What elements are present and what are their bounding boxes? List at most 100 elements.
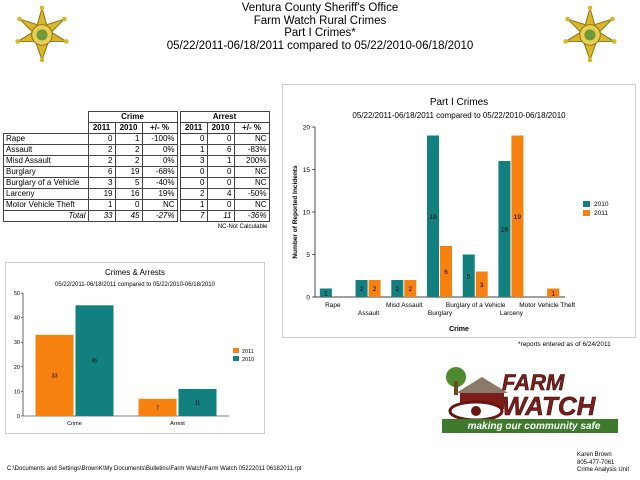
cell-a2011: 0 [179, 177, 208, 189]
table-row: Misd Assault 2 2 0% 3 1 200% [3, 155, 270, 167]
bar-value-label: 19 [514, 214, 522, 221]
bar-value-label: 6 [444, 269, 448, 276]
table-row: Rape 0 1 -100% 0 0 NC [3, 133, 270, 145]
cell-a2010: 0 [206, 199, 235, 211]
table-row: Burglary of a Vehicle 3 5 -40% 0 0 NC [3, 177, 270, 189]
bar-value-label: 7 [156, 405, 159, 411]
cell-apct: NC [233, 199, 270, 211]
table-group-header-row: Crime Arrest [4, 111, 270, 123]
bar-value-label: 11 [195, 400, 201, 406]
cell-c2011: 0 [87, 133, 116, 145]
crime-arrest-table-wrapper: Crime Arrest 2011 2010 +/- % 2011 2010 +… [3, 111, 270, 230]
header-line4: 05/22/2011-06/18/2011 compared to 05/22/… [166, 39, 474, 52]
row-label: Burglary of a Vehicle [3, 177, 89, 189]
x-category-label: Larceny [500, 310, 524, 317]
y-tick-label: 50 [14, 291, 20, 297]
farm-watch-logo: FARM WATCH making our community safe [442, 363, 618, 433]
logo-word-farm: FARM [502, 370, 565, 395]
legend-swatch-2011 [233, 348, 239, 353]
y-tick-label: 10 [303, 210, 311, 217]
sheriff-badge-left-icon [15, 6, 69, 62]
legend-label: 2011 [242, 349, 254, 355]
x-category-label: Misd Assault [386, 302, 423, 309]
y-tick-label: 5 [306, 252, 310, 259]
cell-c2011: 2 [87, 144, 116, 156]
cell-a2010: 0 [206, 177, 235, 189]
cell-apct: NC [233, 166, 270, 178]
bar-2011 [368, 280, 381, 297]
cell-a2010: 4 [206, 188, 235, 200]
x-axis-label: Crime [449, 326, 469, 333]
bar-2011 [440, 246, 452, 297]
bar-2011 [475, 271, 488, 297]
row-label: Motor Vehicle Theft [3, 199, 89, 211]
crime-arrest-table: Crime Arrest 2011 2010 +/- % 2011 2010 +… [3, 111, 270, 222]
cell-a2010: 6 [206, 144, 235, 156]
row-label: Misd Assault [3, 155, 89, 167]
logo-tagline: making our community safe [468, 421, 601, 432]
cell-a2010: 0 [206, 133, 235, 145]
bar-value-label: 2 [395, 286, 399, 293]
cell-c2010: 2 [114, 144, 143, 156]
bar-2011 [35, 334, 74, 416]
table-total-row: Total 33 45 -27% 7 11 -36% [3, 210, 270, 222]
cell-c2010: 2 [114, 155, 143, 167]
bar-value-label: 1 [551, 290, 555, 297]
legend-label: 2010 [594, 201, 609, 208]
bar-2011 [511, 135, 524, 297]
footer-path: C:\Documents and Settings\BrownK\My Docu… [7, 466, 302, 472]
y-tick-label: 0 [306, 295, 310, 302]
subheader-crime-pct: +/- % [141, 122, 178, 134]
bar-2011 [138, 398, 177, 416]
bar-2010 [75, 305, 114, 416]
sheriff-badge-right-icon [563, 6, 617, 62]
subheader-crime-2010: 2010 [114, 122, 143, 134]
x-category-label: Burglary [428, 310, 453, 317]
bar-2011 [547, 288, 560, 297]
subheader-arrest-pct: +/- % [233, 122, 270, 134]
cell-apct: -83% [233, 144, 270, 156]
y-tick-label: 20 [14, 365, 20, 371]
bar-2010 [355, 280, 368, 297]
cell-a2011: 1 [179, 199, 208, 211]
x-category-label: Burglary of a Vehicle [446, 302, 506, 309]
x-category-label: Arrest [170, 421, 185, 427]
bar-value-label: 2 [360, 286, 364, 293]
row-label: Assault [3, 144, 89, 156]
cell-c2011: 2 [87, 155, 116, 167]
cell-a2011: 0 [179, 166, 208, 178]
cell-c2010: 45 [114, 210, 143, 222]
y-tick-label: 40 [14, 316, 20, 322]
cell-c2010: 5 [114, 177, 143, 189]
footer-unit: Crime Analysis Unit [577, 467, 630, 473]
cell-cpct: -27% [141, 210, 178, 222]
cell-cpct: 0% [141, 155, 178, 167]
reports-note: *reports entered as of 6/24/2011 [518, 341, 611, 348]
bar-value-label: 5 [467, 273, 471, 280]
cell-a2010: 1 [206, 155, 235, 167]
bar-value-label: 45 [91, 359, 97, 365]
y-tick-label: 15 [303, 167, 311, 174]
bar-2010 [427, 135, 439, 297]
bar-value-label: 1 [324, 290, 328, 297]
subheader-arrest-2011: 2011 [179, 122, 208, 134]
legend-swatch-2010 [583, 201, 590, 207]
cell-cpct: -40% [141, 177, 178, 189]
legend-label: 2010 [242, 357, 254, 363]
cell-c2011: 1 [87, 199, 116, 211]
x-category-label: Crime [67, 421, 82, 427]
cell-a2010: 11 [206, 210, 235, 222]
chart-title: Crimes & Arrests [105, 268, 165, 277]
cell-c2010: 1 [114, 133, 143, 145]
bar-value-label: 2 [373, 286, 377, 293]
table-row: Assault 2 2 0% 1 6 -83% [3, 144, 270, 156]
cell-c2011: 19 [87, 188, 116, 200]
group-header-crime: Crime [87, 111, 178, 123]
x-category-label: Rape [325, 302, 341, 309]
bar-value-label: 16 [501, 227, 509, 234]
x-category-label: Motor Vehicle Theft [519, 302, 575, 309]
cell-a2011: 3 [179, 155, 208, 167]
y-tick-label: 20 [303, 125, 311, 132]
logo-word-watch: WATCH [502, 391, 597, 421]
table-row: Motor Vehicle Theft 1 0 NC 1 0 NC [3, 199, 270, 211]
